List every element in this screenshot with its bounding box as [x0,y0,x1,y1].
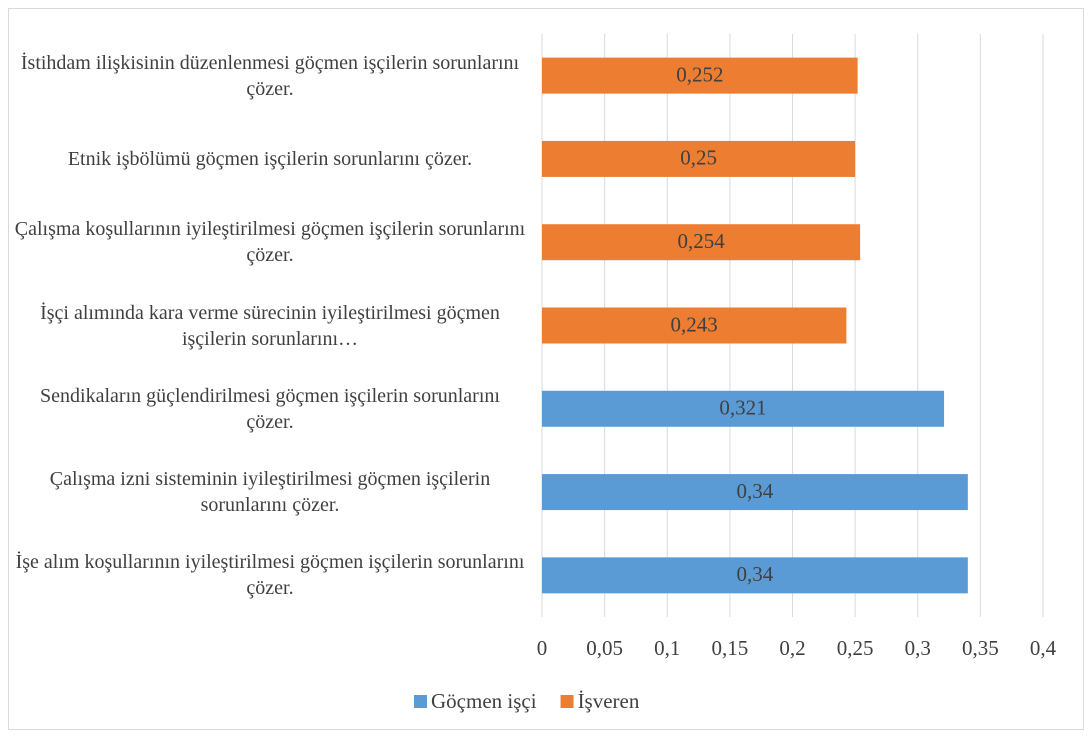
category-label: Çalışma koşullarının iyileştirilmesi göç… [14,218,526,267]
category-label: Sendikaların güçlendirilmesi göçmen işçi… [40,384,500,433]
bar [542,140,856,177]
x-tick-label: 0,25 [837,636,874,660]
x-tick-label: 0,35 [962,636,999,660]
category-label: Etnik işbölümü göçmen işçilerin sorunlar… [67,147,473,170]
data-label: 0,243 [671,312,718,336]
data-label: 0,252 [676,62,723,86]
data-label: 0,254 [677,229,725,253]
bar [542,224,861,261]
x-tick-label: 0 [537,636,548,660]
legend-swatch [560,695,574,708]
bar [542,390,945,427]
bar [542,307,847,344]
legend-label: İşveren [578,689,640,713]
legend-swatch [414,695,427,708]
x-tick-label: 0,3 [905,636,931,660]
x-tick-label: 0,1 [654,636,680,660]
chart-border [8,8,1084,730]
category-label: İşe alım koşullarının iyileştirilmesi gö… [15,551,525,600]
bar [542,57,858,94]
x-tick-label: 0,15 [712,636,749,660]
x-tick-label: 0,4 [1030,636,1057,660]
x-tick-label: 0,05 [586,636,623,660]
data-label: 0,321 [719,396,766,420]
data-label: 0,34 [737,562,774,586]
bar [542,557,968,594]
category-label: Çalışma izni sisteminin iyileştirilmesi … [49,468,491,517]
category-label: İşçi alımında kara verme sürecinin iyile… [40,301,500,350]
bar [542,474,968,511]
x-tick-label: 0,2 [779,636,805,660]
category-label: İstihdam ilişkisinin düzenlenmesi göçmen… [20,51,520,100]
legend-label: Göçmen işçi [431,689,537,713]
data-label: 0,25 [680,146,717,170]
data-label: 0,34 [737,479,774,503]
